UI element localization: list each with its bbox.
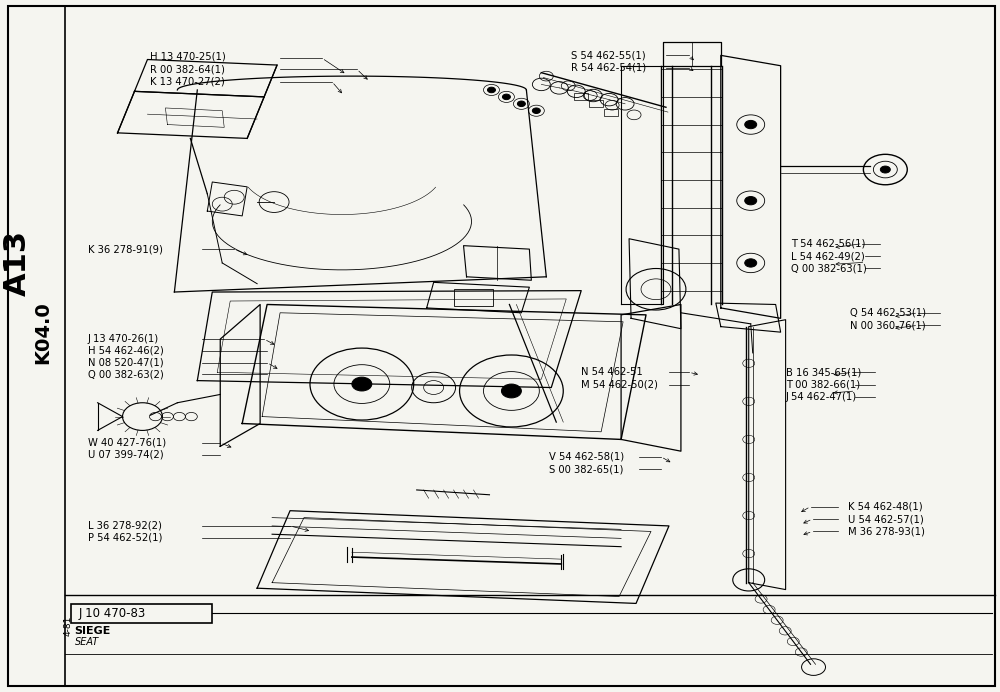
Text: B 16 345-65(1): B 16 345-65(1): [786, 367, 861, 377]
Text: Q 00 382-63(2): Q 00 382-63(2): [88, 370, 163, 379]
Bar: [71, 604, 212, 623]
Circle shape: [517, 101, 525, 107]
Text: M 54 462-50(2): M 54 462-50(2): [581, 380, 658, 390]
Text: S 54 462-55(1): S 54 462-55(1): [571, 51, 646, 60]
Circle shape: [745, 120, 757, 129]
Text: J 54 462-47(1): J 54 462-47(1): [786, 392, 857, 402]
Text: H 54 462-46(2): H 54 462-46(2): [88, 346, 163, 356]
Text: P 54 462-52(1): P 54 462-52(1): [88, 533, 162, 543]
Text: U 54 462-57(1): U 54 462-57(1): [848, 514, 924, 524]
Text: SIEGE: SIEGE: [75, 626, 111, 636]
Circle shape: [502, 94, 510, 100]
Text: W 40 427-76(1): W 40 427-76(1): [88, 438, 166, 448]
Bar: [454, 289, 493, 306]
Text: V 54 462-58(1): V 54 462-58(1): [549, 452, 624, 462]
Text: L 36 278-92(2): L 36 278-92(2): [88, 521, 162, 531]
Circle shape: [487, 87, 495, 93]
Text: J 13 470-26(1): J 13 470-26(1): [88, 334, 159, 344]
Text: K04.0: K04.0: [33, 301, 52, 363]
Text: Q 54 462-53(1): Q 54 462-53(1): [850, 308, 926, 318]
Text: N 08 520-47(1): N 08 520-47(1): [88, 358, 163, 367]
Text: K 13 470-27(2): K 13 470-27(2): [150, 77, 225, 86]
Text: K 36 278-91(9): K 36 278-91(9): [88, 244, 163, 254]
Text: K 54 462-48(1): K 54 462-48(1): [848, 502, 923, 511]
Circle shape: [745, 197, 757, 205]
Text: R 54 462-54(1): R 54 462-54(1): [571, 63, 646, 73]
Text: M 36 278-93(1): M 36 278-93(1): [848, 527, 925, 536]
Text: U 07 399-74(2): U 07 399-74(2): [88, 450, 163, 459]
Text: A13: A13: [3, 230, 32, 296]
Circle shape: [352, 377, 372, 391]
Circle shape: [501, 384, 521, 398]
Text: N 54 462-51: N 54 462-51: [581, 367, 643, 377]
Text: T 00 382-66(1): T 00 382-66(1): [786, 380, 860, 390]
Text: L 54 462-49(2): L 54 462-49(2): [791, 251, 864, 261]
Text: T 54 462-56(1): T 54 462-56(1): [791, 239, 865, 248]
Circle shape: [745, 259, 757, 267]
Circle shape: [532, 108, 540, 113]
Text: Q 00 382-63(1): Q 00 382-63(1): [791, 264, 866, 273]
Text: H 13 470-25(1): H 13 470-25(1): [150, 52, 226, 62]
Text: 4-81: 4-81: [63, 616, 72, 637]
Text: S 00 382-65(1): S 00 382-65(1): [549, 464, 624, 474]
Circle shape: [880, 166, 890, 173]
Text: N 00 360-76(1): N 00 360-76(1): [850, 320, 926, 330]
Text: R 00 382-64(1): R 00 382-64(1): [150, 64, 225, 74]
Bar: [574, 93, 588, 100]
Bar: [589, 100, 603, 107]
Text: SEAT: SEAT: [75, 637, 99, 647]
Bar: [604, 109, 618, 116]
Text: J 10 470-83: J 10 470-83: [79, 607, 146, 620]
